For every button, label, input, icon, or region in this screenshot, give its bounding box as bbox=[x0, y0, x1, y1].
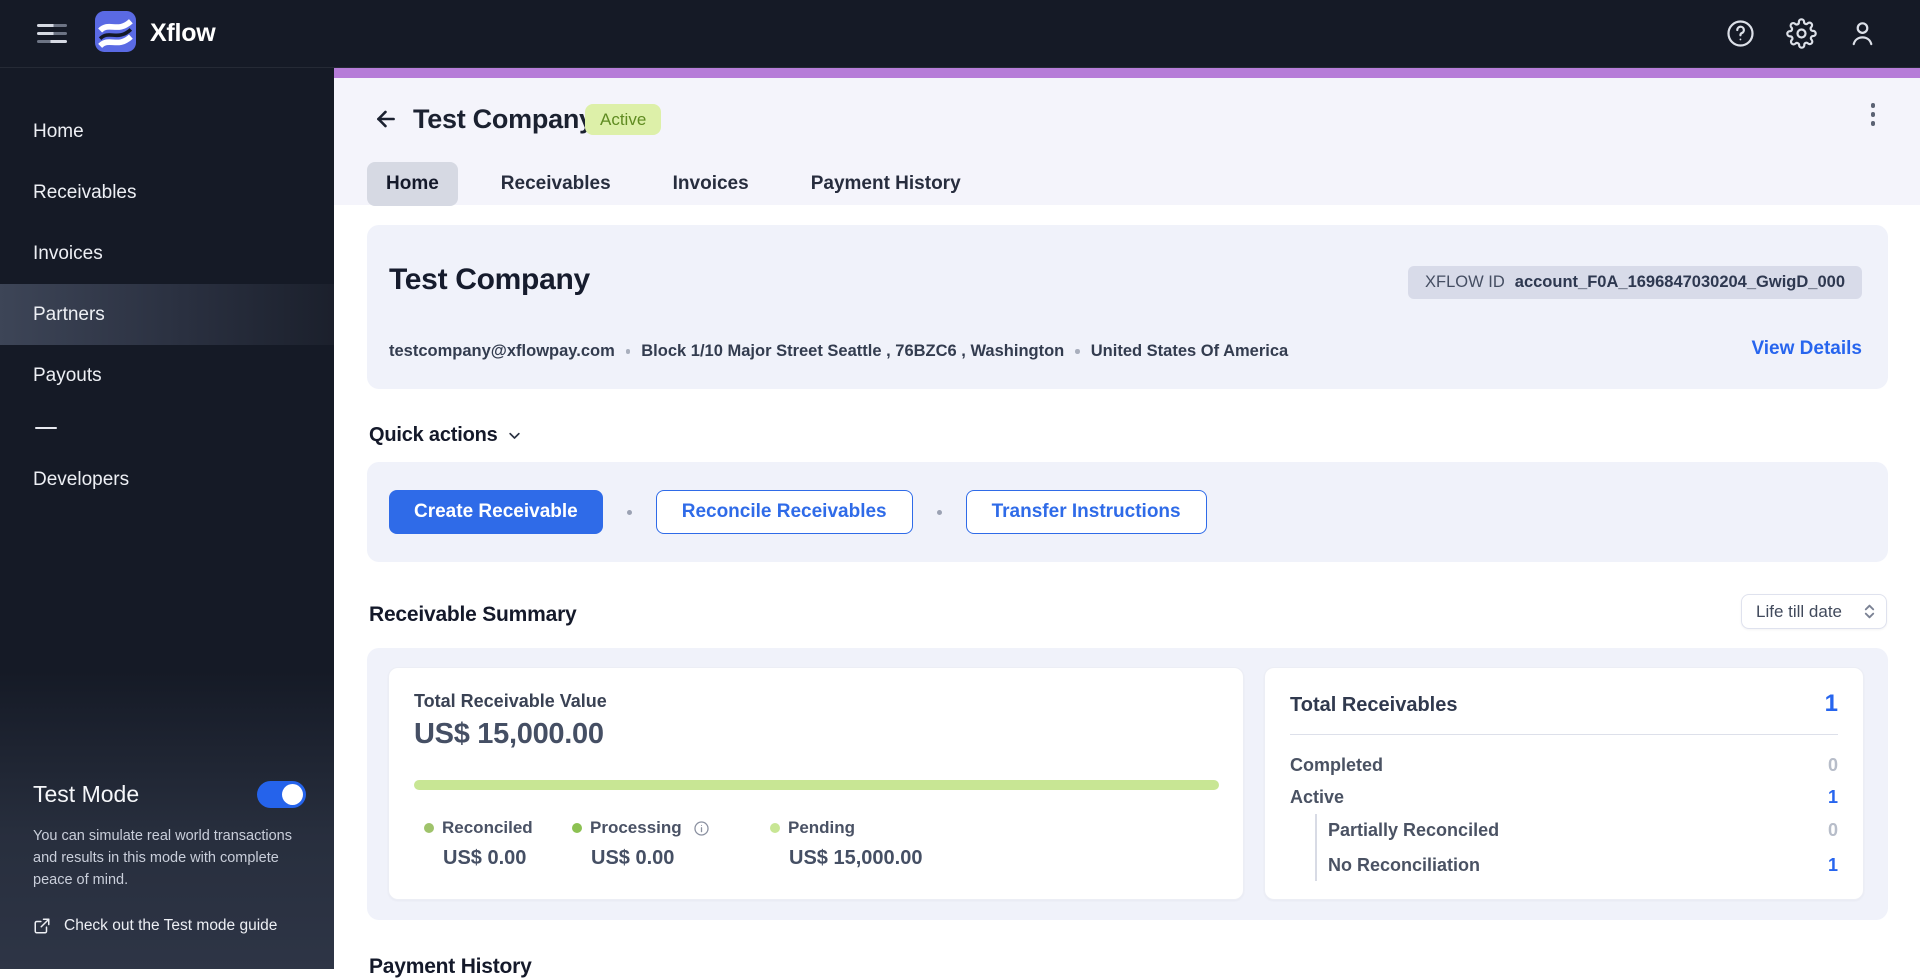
tab-bar: Home Receivables Invoices Payment Histor… bbox=[367, 162, 980, 206]
sidebar-item-partners[interactable]: Partners bbox=[0, 284, 334, 345]
dot-separator bbox=[626, 509, 632, 515]
row-partially-reconciled: Partially Reconciled 0 bbox=[1328, 820, 1838, 841]
payment-history-title: Payment History bbox=[369, 955, 532, 978]
pending-dot-icon bbox=[770, 823, 780, 833]
external-link-icon bbox=[34, 918, 50, 934]
reconciled-label: Reconciled bbox=[442, 818, 533, 837]
toggle-knob bbox=[282, 783, 303, 805]
sidebar-item-invoices[interactable]: Invoices bbox=[33, 242, 103, 264]
sidebar-item-receivables[interactable]: Receivables bbox=[33, 181, 137, 203]
test-mode-guide-label: Check out the Test mode guide bbox=[64, 917, 278, 934]
divider bbox=[1290, 734, 1838, 735]
brand[interactable]: Xflow bbox=[95, 10, 216, 57]
active-sub-rows: Partially Reconciled 0 No Reconciliation… bbox=[1315, 814, 1838, 881]
test-mode-description: You can simulate real world transactions… bbox=[33, 827, 292, 888]
partially-reconciled-value: 0 bbox=[1827, 820, 1838, 840]
test-mode-toggle[interactable] bbox=[257, 780, 306, 808]
pending-label: Pending bbox=[788, 818, 856, 837]
view-details-link[interactable]: View Details bbox=[1751, 338, 1862, 359]
quick-actions-label: Quick actions bbox=[369, 424, 498, 446]
legend-pending: Pending US$ 15,000.00 bbox=[770, 818, 922, 870]
page-title: Test Company bbox=[413, 104, 594, 134]
test-mode-guide-link[interactable]: Check out the Test mode guide bbox=[33, 917, 306, 935]
company-address: Block 1/10 Major Street Seattle , 76BZC6… bbox=[641, 342, 1065, 360]
completed-label: Completed bbox=[1290, 755, 1384, 775]
sidebar-item-home[interactable]: Home bbox=[33, 120, 84, 142]
completed-value: 0 bbox=[1827, 755, 1838, 775]
xflow-logo-icon bbox=[95, 10, 136, 57]
reconciled-amount: US$ 0.00 bbox=[443, 847, 527, 869]
chevron-down-icon[interactable] bbox=[507, 428, 522, 443]
tab-home[interactable]: Home bbox=[367, 162, 458, 206]
company-country: United States Of America bbox=[1090, 342, 1289, 360]
processing-amount: US$ 0.00 bbox=[591, 847, 675, 869]
info-icon[interactable] bbox=[693, 820, 710, 837]
total-receivables-count: 1 bbox=[1824, 690, 1838, 717]
transfer-instructions-button[interactable]: Transfer Instructions bbox=[965, 490, 1207, 534]
main-content: Test Mode Test Company Active Home Recei… bbox=[334, 68, 1920, 978]
test-mode-title: Test Mode bbox=[33, 780, 140, 807]
quick-actions-card: Create Receivable Reconcile Receivables … bbox=[367, 462, 1888, 562]
sidebar-item-payouts[interactable]: Payouts bbox=[33, 364, 102, 386]
tab-receivables[interactable]: Receivables bbox=[500, 173, 611, 194]
total-receivable-value-amount: US$ 15,000.00 bbox=[414, 718, 604, 750]
total-receivables-title: Total Receivables bbox=[1290, 694, 1458, 716]
company-email: testcompany@xflowpay.com bbox=[389, 342, 615, 360]
active-label: Active bbox=[1290, 787, 1345, 807]
reconciled-dot-icon bbox=[424, 823, 434, 833]
reconcile-receivables-button[interactable]: Reconcile Receivables bbox=[655, 490, 913, 534]
xflow-id-chip[interactable]: XFLOW ID account_F0A_1696847030204_GwigD… bbox=[1408, 266, 1862, 299]
dot-separator bbox=[625, 349, 631, 354]
total-receivable-value-label: Total Receivable Value bbox=[414, 691, 607, 711]
row-completed: Completed 0 bbox=[1290, 755, 1838, 776]
topbar: Xflow bbox=[0, 0, 1920, 68]
receivable-summary-title: Receivable Summary bbox=[369, 603, 577, 626]
company-info-row: testcompany@xflowpay.com Block 1/10 Majo… bbox=[389, 342, 1288, 361]
processing-dot-icon bbox=[572, 823, 582, 833]
test-mode-banner-bar bbox=[334, 68, 1920, 78]
total-receivable-value-card: Total Receivable Value US$ 15,000.00 Rec… bbox=[388, 667, 1244, 900]
legend-reconciled: Reconciled US$ 0.00 bbox=[424, 818, 533, 870]
date-range-value: Life till date bbox=[1756, 601, 1842, 621]
receivable-summary-card: Total Receivable Value US$ 15,000.00 Rec… bbox=[367, 648, 1888, 920]
page-header: Test Company Active Home Receivables Inv… bbox=[334, 78, 1920, 206]
legend-processing: Processing US$ 0.00 bbox=[572, 818, 710, 870]
dot-separator bbox=[936, 509, 942, 515]
row-active: Active 1 bbox=[1290, 787, 1838, 808]
company-name: Test Company bbox=[389, 263, 590, 296]
sidebar: Home Receivables Invoices Partners Payou… bbox=[0, 68, 334, 969]
pending-amount: US$ 15,000.00 bbox=[789, 847, 923, 869]
xflow-id-value: account_F0A_1696847030204_GwigD_000 bbox=[1514, 273, 1845, 291]
no-reconciliation-label: No Reconciliation bbox=[1328, 855, 1481, 875]
tab-payment-history[interactable]: Payment History bbox=[810, 173, 961, 194]
brand-name: Xflow bbox=[150, 19, 216, 47]
sidebar-item-developers[interactable]: Developers bbox=[33, 468, 130, 490]
processing-label: Processing bbox=[590, 818, 682, 837]
test-mode-panel: Test Mode You can simulate real world tr… bbox=[0, 670, 334, 969]
hamburger-menu-icon[interactable] bbox=[37, 19, 67, 48]
no-reconciliation-value: 1 bbox=[1827, 855, 1838, 875]
create-receivable-button[interactable]: Create Receivable bbox=[389, 490, 603, 534]
select-chevrons-icon bbox=[1864, 604, 1875, 619]
status-badge: Active bbox=[585, 104, 662, 135]
quick-actions-title[interactable]: Quick actions bbox=[369, 424, 522, 447]
settings-gear-icon[interactable] bbox=[1786, 18, 1817, 49]
company-card: Test Company XFLOW ID account_F0A_169684… bbox=[367, 225, 1888, 389]
row-no-reconciliation: No Reconciliation 1 bbox=[1328, 855, 1838, 876]
dot-separator bbox=[1075, 349, 1080, 354]
sidebar-divider bbox=[35, 427, 57, 429]
back-arrow-icon[interactable] bbox=[372, 106, 400, 132]
help-icon[interactable] bbox=[1725, 18, 1756, 49]
active-value: 1 bbox=[1827, 787, 1838, 807]
partially-reconciled-label: Partially Reconciled bbox=[1328, 820, 1500, 840]
tab-invoices[interactable]: Invoices bbox=[672, 173, 749, 194]
user-profile-icon[interactable] bbox=[1847, 18, 1878, 49]
receivable-progress-bar bbox=[414, 780, 1219, 790]
date-range-select[interactable]: Life till date bbox=[1741, 594, 1887, 629]
total-receivables-card: Total Receivables 1 Completed 0 Active 1… bbox=[1264, 667, 1864, 900]
xflow-id-label: XFLOW ID bbox=[1425, 273, 1505, 291]
more-options-icon[interactable] bbox=[1870, 103, 1876, 130]
